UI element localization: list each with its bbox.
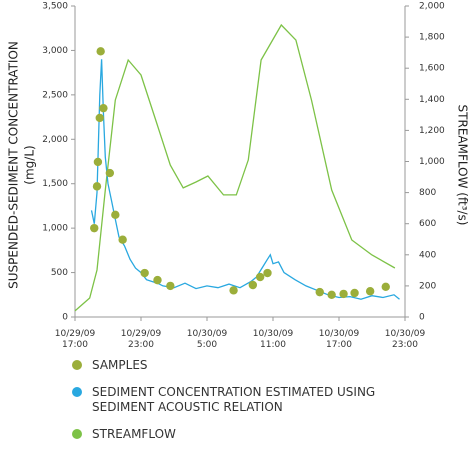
sample-point <box>263 268 272 278</box>
sample-point <box>381 282 390 291</box>
sample-point <box>350 288 359 298</box>
y2-tick-label: 1,200 <box>419 126 445 136</box>
sample-point <box>96 47 105 56</box>
sample-point <box>339 289 348 299</box>
sample-point <box>93 157 103 167</box>
y-tick-label: 1,500 <box>42 179 68 189</box>
sample-point <box>229 286 238 295</box>
y2-tick-label: 1,400 <box>419 95 445 105</box>
legend-marker <box>72 360 82 370</box>
sample-point <box>365 287 375 296</box>
series-line <box>74 23 396 312</box>
y2-tick-label: 600 <box>419 219 436 229</box>
sample-point <box>166 281 175 291</box>
sample-point <box>105 168 115 178</box>
y2-tick-label: 0 <box>419 313 425 323</box>
x-tick-label: 10/30/09 23:00 <box>385 329 426 350</box>
legend-item: SEDIMENT CONCENTRATION ESTIMATED USING S… <box>70 385 400 415</box>
sample-point <box>111 210 120 220</box>
x-tick-label: 10/29/09 23:00 <box>121 329 162 350</box>
chart: SUSPENDED-SEDIMENT CONCENTRATION (mg/L) … <box>7 2 470 350</box>
y2-tick-label: 800 <box>419 188 436 198</box>
y-tick-label: 500 <box>51 268 68 278</box>
y2-tick-label: 1,800 <box>419 33 445 43</box>
y-tick-label: 3,000 <box>42 46 68 56</box>
legend-item: STREAMFLOW <box>70 427 400 442</box>
y2-tick-label: 200 <box>419 281 436 291</box>
sample-point <box>95 113 104 123</box>
sample-point <box>90 223 99 233</box>
y2-tick-label: 1,000 <box>419 157 445 167</box>
y-label: SUSPENDED-SEDIMENT CONCENTRATION <box>7 41 21 289</box>
legend: SAMPLES SEDIMENT CONCENTRATION ESTIMATED … <box>70 358 400 454</box>
y-tick-label: 3,500 <box>42 2 68 12</box>
sample-point <box>248 280 258 290</box>
sample-point <box>153 275 162 285</box>
sample-point <box>140 268 149 278</box>
sample-point <box>315 287 324 297</box>
y-tick-label: 1,000 <box>42 224 68 234</box>
legend-label: SAMPLES <box>92 358 148 372</box>
sample-point <box>255 272 265 282</box>
y2-tick-label: 400 <box>419 250 436 260</box>
x-tick-label: 10/30/09 11:00 <box>253 329 294 350</box>
x-tick-label: 10/29/09 17:00 <box>55 329 96 350</box>
legend-label: SEDIMENT CONCENTRATION ESTIMATED USING S… <box>92 385 376 414</box>
sample-point <box>118 235 127 244</box>
y-label: (mg/L) <box>23 145 37 184</box>
y-tick-label: 2,000 <box>42 135 68 145</box>
legend-marker <box>72 429 82 439</box>
legend-label: STREAMFLOW <box>92 427 176 441</box>
x-tick-label: 10/30/09 5:00 <box>187 329 228 350</box>
legend-item: SAMPLES <box>70 358 400 373</box>
y-tick-label: 2,500 <box>42 90 68 100</box>
sample-point <box>327 290 336 299</box>
sample-point <box>92 182 102 191</box>
series-line <box>90 59 400 300</box>
y2-tick-label: 1,600 <box>419 64 445 74</box>
x-tick-label: 10/30/09 17:00 <box>319 329 360 350</box>
y2-tick-label: 2,000 <box>419 2 445 12</box>
y2-label: STREAMFLOW (ft³/s) <box>456 105 470 226</box>
y-tick-label: 0 <box>62 313 68 323</box>
legend-marker <box>72 387 82 397</box>
sample-point <box>99 103 108 113</box>
